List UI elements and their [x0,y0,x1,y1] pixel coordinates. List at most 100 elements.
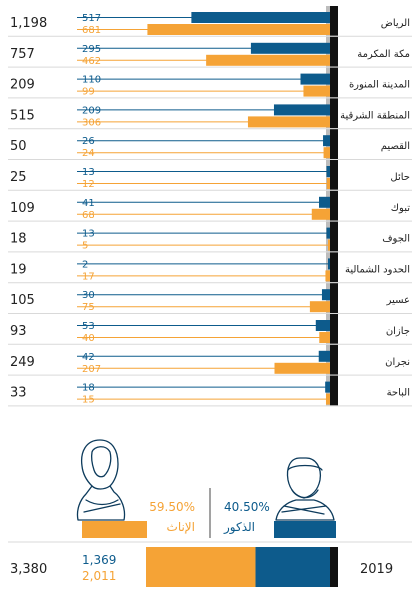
region-name-label: المنطقة الشرقية [340,110,410,121]
male-value-label: 295 [82,44,101,55]
male-name-label: الذكور [223,520,255,535]
female-bar [311,208,330,220]
female-value-label: 306 [82,117,101,128]
female-value-label: 462 [82,56,101,67]
female-bar [319,332,330,343]
male-value-label: 209 [82,105,101,116]
region-total-label: 757 [10,47,35,62]
region-name-label: حائل [390,172,410,183]
total-female-bar [146,547,256,587]
female-name-label: الإناث [167,520,195,534]
female-bar [323,147,330,159]
female-bar [206,54,330,66]
axis-segment [330,314,338,344]
male-pct-label: 40.50% [224,500,270,514]
grand-total-label: 3,380 [10,562,47,577]
region-total-label: 109 [10,201,35,216]
male-bar [250,42,330,54]
region-name-label: نجران [385,357,410,368]
female-value-label: 207 [82,364,101,375]
female-value-label: 24 [82,148,95,159]
axis-segment [330,283,338,313]
male-bar [326,166,330,177]
region-name-label: المدينة المنورة [349,80,410,91]
axis-segment [330,129,338,159]
axis-segment [330,375,338,406]
male-bar [321,289,330,301]
female-pct-label: 59.50% [149,500,195,514]
female-value-label: 12 [82,179,95,190]
male-bar [273,104,330,116]
region-total-label: 33 [10,386,27,401]
region-name-label: الباحة [387,388,410,399]
region-name-label: مكة المكرمة [357,49,410,60]
male-value-label: 53 [82,321,95,332]
male-bar [328,258,330,270]
region-name-label: القصيم [381,141,410,152]
region-name-label: جازان [386,326,410,337]
axis-segment [330,98,338,129]
region-total-label: 209 [10,78,35,93]
female-value-label: 99 [82,87,95,98]
male-bar [318,350,330,362]
region-total-label: 18 [10,232,27,247]
male-value-label: 13 [82,167,95,178]
region-row: 135 18 الجوف [8,221,412,253]
region-total-label: 19 [10,262,27,277]
male-value-label: 42 [82,352,95,363]
region-total-label: 50 [10,139,27,154]
male-bar [315,320,330,331]
axis-segment [330,6,338,36]
axis-segment [330,252,338,283]
axis-segment [330,344,338,375]
male-value-label: 110 [82,75,101,86]
female-bar [247,116,330,128]
male-bar [300,73,330,85]
region-total-label: 515 [10,108,35,123]
male-bar [323,135,330,147]
region-name-label: الجوف [382,234,410,245]
summary-section [76,439,335,521]
female-value-label: 40 [82,333,95,344]
total-female-label: 2,011 [82,569,116,583]
female-value-label: 75 [82,302,95,313]
female-figure-icon [76,439,126,521]
male-bar [319,196,330,208]
region-name-label: الحدود الشمالية [345,264,410,275]
year-label: 2019 [360,562,393,577]
region-total-label: 249 [10,355,35,370]
axis-segment [330,67,338,98]
female-value-label: 68 [82,210,95,221]
male-bar [191,12,330,23]
female-pct-block [82,521,147,538]
region-name-label: الرياض [381,18,410,29]
male-pct-block [274,521,336,538]
male-value-label: 18 [82,383,95,394]
female-bar [325,393,330,405]
axis-segment [330,36,338,67]
female-bar [326,178,330,189]
total-male-bar [255,547,330,587]
female-bar [309,301,330,313]
male-value-label: 26 [82,136,95,147]
region-total-label: 93 [10,324,27,339]
total-axis-segment [330,547,338,587]
axis-segment [330,221,338,252]
total-male-label: 1,369 [82,553,116,567]
male-value-label: 2 [82,259,88,270]
female-value-label: 15 [82,395,95,406]
female-value-label: 5 [82,241,88,252]
region-total-label: 25 [10,170,27,185]
region-name-label: تبوك [391,203,410,214]
region-name-label: عسير [386,295,410,306]
